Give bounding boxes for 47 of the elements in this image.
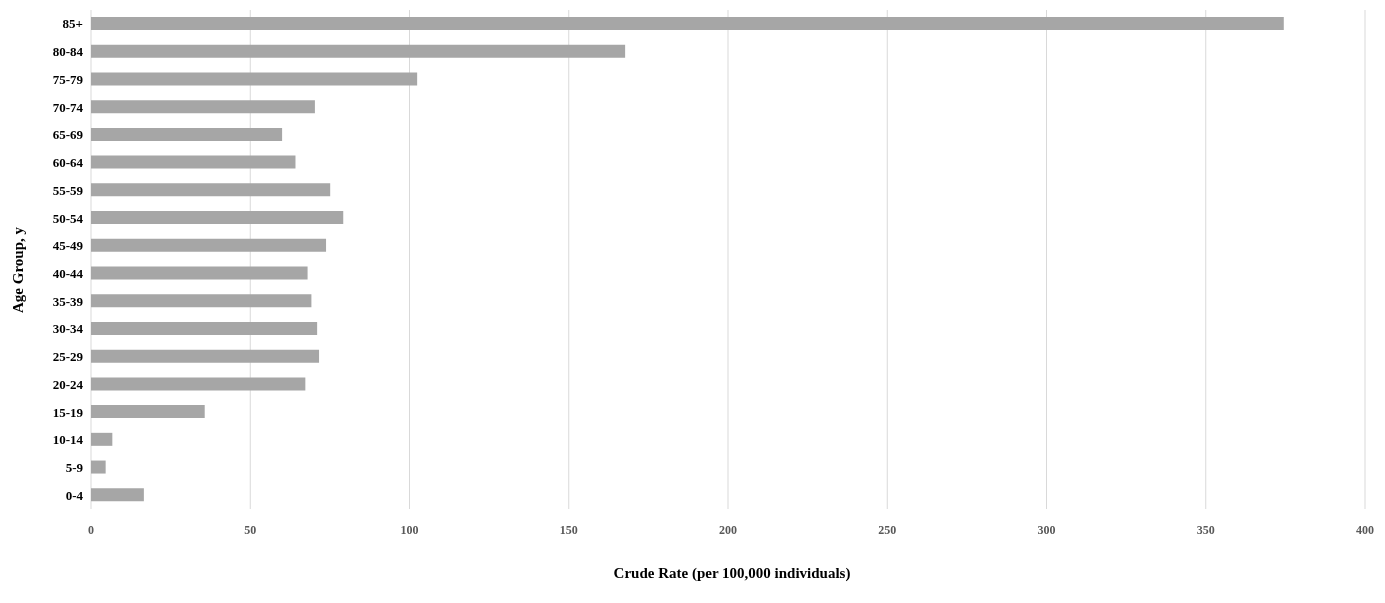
y-tick-label: 35-39 — [52, 293, 84, 309]
x-tick-label: 50 — [244, 522, 257, 537]
bar — [91, 266, 308, 280]
y-tick-label: 20-24 — [52, 376, 84, 392]
y-tick-label: 85+ — [62, 16, 83, 32]
bar — [91, 100, 315, 114]
y-tick-label: 10-14 — [52, 432, 84, 448]
x-tick-label: 300 — [1037, 522, 1056, 537]
y-tick-label: 65-69 — [52, 127, 84, 143]
bar — [91, 183, 331, 197]
x-tick-label: 350 — [1196, 522, 1215, 537]
y-tick-label: 15-19 — [52, 404, 84, 420]
bar — [91, 405, 205, 419]
y-tick-label: 80-84 — [52, 44, 84, 60]
x-tick-label: 100 — [400, 522, 419, 537]
y-tick-label: 60-64 — [52, 155, 84, 171]
bar — [91, 432, 113, 446]
y-tick-label: 40-44 — [52, 265, 84, 281]
bar — [91, 294, 312, 308]
x-tick-label: 250 — [878, 522, 897, 537]
bar — [91, 321, 318, 335]
y-tick-label: 25-29 — [52, 349, 84, 365]
y-tick-label: 30-34 — [52, 321, 84, 337]
bar — [91, 155, 296, 169]
bar — [91, 44, 626, 58]
bar — [91, 211, 344, 225]
y-tick-label: 55-59 — [52, 182, 84, 198]
bar — [91, 488, 144, 502]
y-tick-label: 45-49 — [52, 238, 84, 254]
bar — [91, 238, 327, 252]
bar — [91, 17, 1284, 30]
x-tick-label: 400 — [1356, 522, 1374, 537]
y-tick-label: 70-74 — [52, 99, 84, 115]
x-axis-title: Crude Rate (per 100,000 individuals) — [612, 565, 852, 582]
y-tick-label: 50-54 — [52, 210, 84, 226]
y-tick-label: 0-4 — [65, 487, 84, 503]
bar — [91, 377, 306, 391]
x-tick-label: 150 — [559, 522, 578, 537]
bar — [91, 349, 320, 363]
bar — [91, 460, 106, 474]
y-axis-title: Age Group, y — [9, 226, 27, 315]
y-tick-label: 5-9 — [65, 460, 84, 476]
bar — [91, 127, 283, 141]
y-tick-label: 75-79 — [52, 71, 84, 87]
bar — [91, 72, 418, 86]
x-tick-label: 200 — [719, 522, 737, 537]
x-tick-label: 0 — [88, 522, 94, 537]
